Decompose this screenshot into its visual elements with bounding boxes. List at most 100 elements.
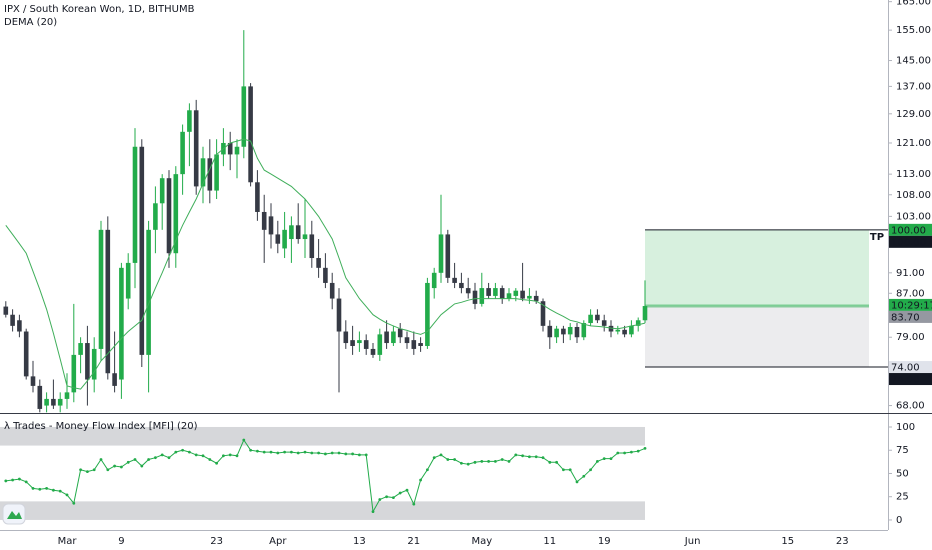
x-tick-label: 9 — [118, 536, 124, 547]
candle-body — [227, 142, 233, 155]
y-tick-label: 129.00 — [896, 109, 931, 120]
mfi-point — [58, 489, 62, 493]
mfi-point — [296, 451, 300, 455]
y-tick-label: 165.00 — [896, 0, 931, 8]
candle-body — [540, 301, 546, 326]
candle-body — [547, 325, 553, 338]
mfi-point — [45, 486, 48, 490]
candle-body — [200, 158, 206, 187]
mfi-point — [439, 453, 443, 457]
mfi-point — [412, 502, 416, 506]
mfi-point — [330, 451, 334, 455]
mfi-point — [120, 465, 123, 469]
y-tick-label: 50 — [896, 468, 909, 479]
candle-body — [214, 154, 219, 191]
chart-title: IPX / South Korean Won, 1D, BITHUMB — [4, 4, 195, 15]
mfi-point — [201, 454, 205, 458]
mfi-point — [133, 458, 137, 461]
x-tick-label: Apr — [269, 536, 287, 547]
y-tick-label: 137.00 — [896, 81, 931, 92]
dema-line — [5, 138, 646, 390]
candle-body — [241, 86, 247, 147]
x-tick-label: 13 — [353, 536, 366, 547]
mfi-point — [324, 452, 327, 456]
candle-body — [37, 385, 43, 409]
candle-body — [404, 337, 410, 344]
mfi-point — [86, 470, 89, 474]
candle-body — [635, 320, 641, 326]
mfi-point — [208, 458, 212, 461]
mfi-point — [460, 461, 463, 465]
mfi-point — [24, 480, 28, 484]
y-tick-label: 75 — [896, 445, 909, 456]
candle-body — [248, 86, 253, 183]
y-tick-label: 108.00 — [896, 190, 931, 201]
candle-body — [554, 328, 559, 338]
candle-body — [595, 314, 600, 321]
candle-body — [180, 131, 185, 175]
candle-body — [418, 343, 423, 346]
mfi-point — [154, 456, 157, 460]
candle-body — [23, 331, 29, 377]
mfi-point — [92, 468, 96, 472]
y-tick-label: 0 — [896, 515, 902, 526]
mfi-point — [256, 449, 259, 453]
mfi-point — [541, 456, 545, 460]
mfi-point — [344, 452, 348, 456]
candle-body — [493, 288, 498, 296]
mfi-point — [160, 453, 164, 457]
mfi-point — [337, 451, 341, 455]
y-tick-label: 87.00 — [896, 288, 925, 299]
mfi-point — [188, 450, 191, 454]
mfi-point — [113, 464, 116, 468]
candle-body — [78, 343, 83, 355]
candle-body — [343, 331, 349, 344]
x-tick-label: Jun — [684, 536, 701, 547]
candle-body — [132, 146, 138, 263]
y-tick-label: 113.00 — [896, 169, 931, 180]
band — [0, 501, 645, 520]
logo-icon[interactable] — [7, 511, 22, 519]
candle-body — [10, 314, 15, 326]
candle-body — [391, 331, 396, 344]
x-tick-label: 21 — [407, 536, 420, 547]
y-tick-label: 68.00 — [896, 401, 925, 412]
candle-body — [309, 234, 315, 259]
mfi-point — [500, 458, 504, 461]
mfi-point — [147, 458, 151, 461]
mfi-point — [371, 510, 375, 513]
mfi-point — [473, 460, 477, 464]
candle-body — [506, 293, 512, 299]
mfi-point — [235, 454, 239, 458]
price-tag: 100.00 — [891, 225, 926, 236]
candle-body — [336, 298, 342, 332]
mfi-point — [616, 451, 620, 455]
candle-body — [561, 328, 566, 335]
candle-body — [71, 354, 77, 393]
mfi-point — [303, 450, 307, 454]
logo[interactable] — [2, 503, 26, 525]
mfi-point — [507, 459, 511, 463]
mfi-point — [72, 501, 76, 505]
x-tick-label: May — [471, 536, 492, 547]
price-tag-box — [889, 361, 932, 374]
x-tick-label: 23 — [836, 536, 849, 547]
y-tick-label: 145.00 — [896, 56, 931, 67]
mfi-point — [514, 453, 518, 457]
mfi-point — [575, 480, 579, 484]
profit-zone — [645, 229, 869, 307]
mfi-point — [52, 488, 55, 492]
candle-body — [363, 340, 369, 349]
price-tag-box — [889, 373, 932, 386]
candle-body — [486, 288, 491, 296]
candle-body — [44, 398, 49, 406]
candle-body — [295, 225, 301, 240]
y-tick-label: 91.00 — [896, 268, 925, 279]
candle-body — [173, 174, 179, 254]
candle-body — [91, 348, 97, 380]
candle-body — [289, 225, 294, 240]
mfi-point — [228, 453, 232, 457]
mfi-point — [521, 454, 524, 458]
